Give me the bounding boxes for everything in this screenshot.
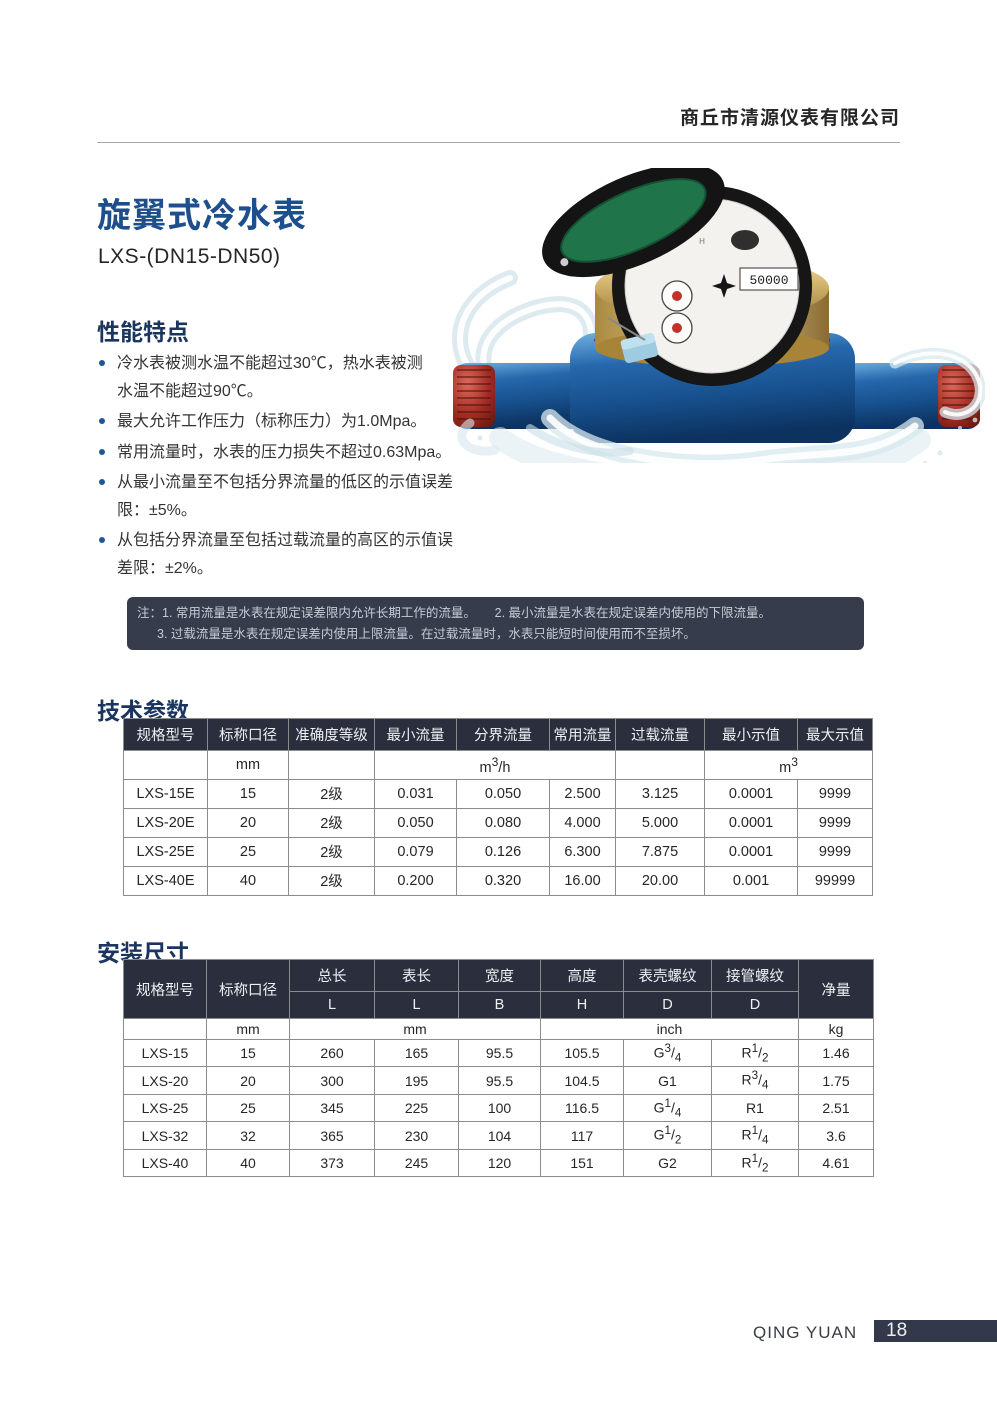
svg-text:50000: 50000	[749, 273, 788, 288]
svg-text:H: H	[699, 237, 705, 246]
